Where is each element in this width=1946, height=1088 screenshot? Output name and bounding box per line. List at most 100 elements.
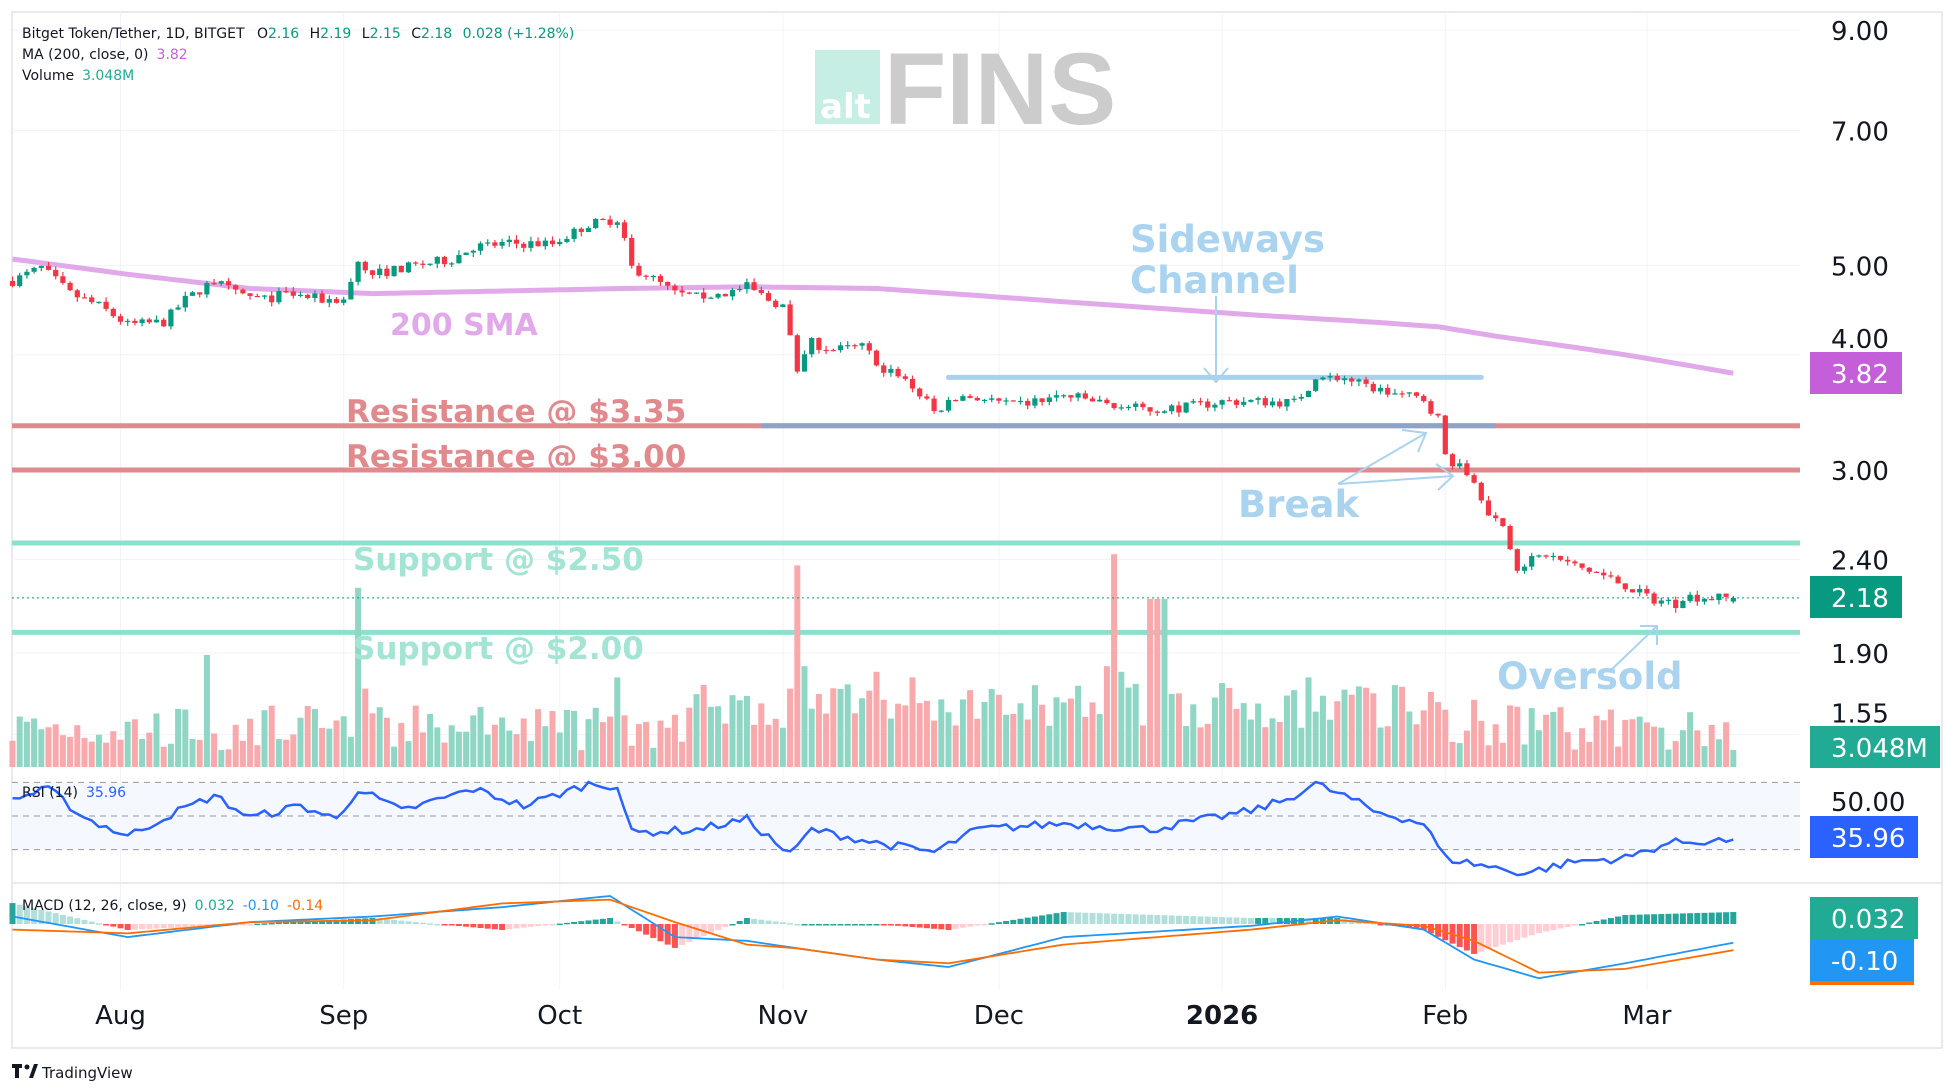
candle-body: [1536, 555, 1542, 557]
time-axis-label: Nov: [758, 1001, 809, 1031]
candle-body: [175, 307, 181, 310]
volume-bar: [74, 725, 81, 767]
macd-hist-bar: [1067, 912, 1074, 924]
candle-body: [1190, 401, 1196, 403]
volume-bar: [1571, 749, 1578, 767]
macd-hist-bar: [1003, 921, 1010, 924]
macd-hist-bar: [585, 920, 592, 924]
volume-bar: [23, 721, 30, 767]
annotation-resistance-335: Resistance @ $3.35: [346, 394, 686, 430]
candle-body: [45, 265, 52, 270]
volume-bar: [1233, 708, 1240, 767]
open-value: 2.16: [268, 26, 299, 42]
macd-hist-bar: [45, 911, 52, 924]
ma-legend[interactable]: MA (200, close, 0): [22, 47, 149, 63]
volume-bar: [1053, 697, 1060, 767]
macd-hist-bar: [1175, 915, 1182, 924]
volume-bar: [578, 750, 585, 767]
volume-bar: [153, 713, 160, 767]
volume-bar: [419, 732, 426, 767]
volume-bar: [1442, 709, 1449, 767]
volume-bar: [1190, 704, 1197, 767]
macd-hist-bar: [81, 919, 88, 924]
volume-bar: [218, 750, 225, 767]
volume-bar: [571, 710, 578, 767]
volume-bar: [189, 739, 196, 767]
macd-hist-bar: [124, 924, 131, 930]
close-label: C: [411, 26, 421, 42]
candle-body: [276, 291, 282, 303]
volume-bar: [1348, 694, 1355, 767]
macd-hist-bar: [340, 919, 347, 924]
volume-bar: [362, 688, 369, 767]
volume-bar: [275, 739, 282, 767]
volume-bar: [1586, 741, 1593, 767]
candle-body: [1161, 411, 1168, 413]
macd-hist-bar: [1607, 918, 1614, 924]
volume-bar: [441, 742, 448, 767]
candle-body: [1061, 395, 1067, 397]
macd-hist-bar: [743, 918, 750, 924]
volume-bar: [945, 712, 952, 767]
volume-bar: [1420, 710, 1427, 767]
macd-hist-bar: [967, 924, 974, 927]
macd-legend[interactable]: MACD (12, 26, close, 9): [22, 898, 187, 914]
volume-bar: [1312, 711, 1319, 767]
volume-bar: [1168, 693, 1175, 767]
macd-hist-bar: [592, 919, 599, 924]
candle-body: [1377, 387, 1384, 392]
volume-bar: [1399, 686, 1406, 767]
macd-hist-bar: [419, 922, 426, 925]
volume-bar: [895, 703, 902, 767]
volume-bar: [1161, 599, 1168, 767]
volume-bar: [333, 720, 340, 767]
price-axis-label: 4.00: [1831, 325, 1889, 355]
volume-bar: [434, 727, 441, 767]
macd-hist-bar: [1039, 915, 1046, 924]
volume-bar: [1528, 708, 1535, 767]
candle-body: [499, 241, 505, 246]
volume-bar: [463, 731, 470, 767]
volume-bar: [1600, 720, 1607, 767]
volume-value: 3.048M: [82, 68, 134, 84]
volume-bar: [1031, 685, 1038, 767]
symbol-name[interactable]: Bitget Token/Tether, 1D, BITGET: [22, 26, 245, 42]
candle-body: [1305, 390, 1312, 398]
candle-body: [701, 292, 707, 299]
macd-hist-bar: [635, 924, 642, 932]
candle-body: [600, 218, 606, 221]
candle-body: [1716, 593, 1722, 600]
macd-hist-bar: [412, 922, 419, 924]
tradingview-logo[interactable]: TradingView: [12, 1064, 133, 1082]
time-axis[interactable]: Aug Sep Oct Nov Dec 2026 Feb Mar: [95, 1001, 1672, 1031]
candle-body: [1493, 515, 1499, 519]
volume-legend[interactable]: Volume: [22, 68, 74, 84]
volume-bar: [1593, 715, 1600, 767]
candle-body: [53, 269, 59, 277]
candle-body: [333, 299, 340, 303]
volume-bar: [549, 711, 556, 767]
macd-hist-bar: [931, 924, 938, 929]
volume-bar: [844, 684, 851, 767]
volume-bar: [873, 671, 880, 767]
macd-hist-bar: [722, 924, 729, 927]
candle-body: [895, 368, 901, 377]
rsi-legend[interactable]: RSI (14): [22, 785, 78, 801]
volume-bar: [974, 718, 981, 767]
candle-body: [1500, 518, 1506, 527]
candle-body: [247, 293, 253, 296]
macd-hist-bar: [671, 924, 678, 948]
macd-hist-bar: [981, 924, 988, 926]
candle-body: [1701, 599, 1708, 602]
volume-bar: [1183, 726, 1190, 767]
volume-bar: [1521, 744, 1528, 767]
price-axis[interactable]: 9.00 7.00 5.00 4.00 3.00 2.40 1.90 1.55: [1831, 17, 1889, 729]
macd-hist-bar: [527, 924, 534, 927]
volume-bar: [1154, 599, 1161, 767]
macd-hist-bar: [995, 922, 1002, 924]
candle-body: [1709, 599, 1715, 601]
volume-bar: [671, 714, 678, 767]
macd-hist-bar: [923, 924, 930, 929]
volume-bar: [67, 736, 74, 767]
